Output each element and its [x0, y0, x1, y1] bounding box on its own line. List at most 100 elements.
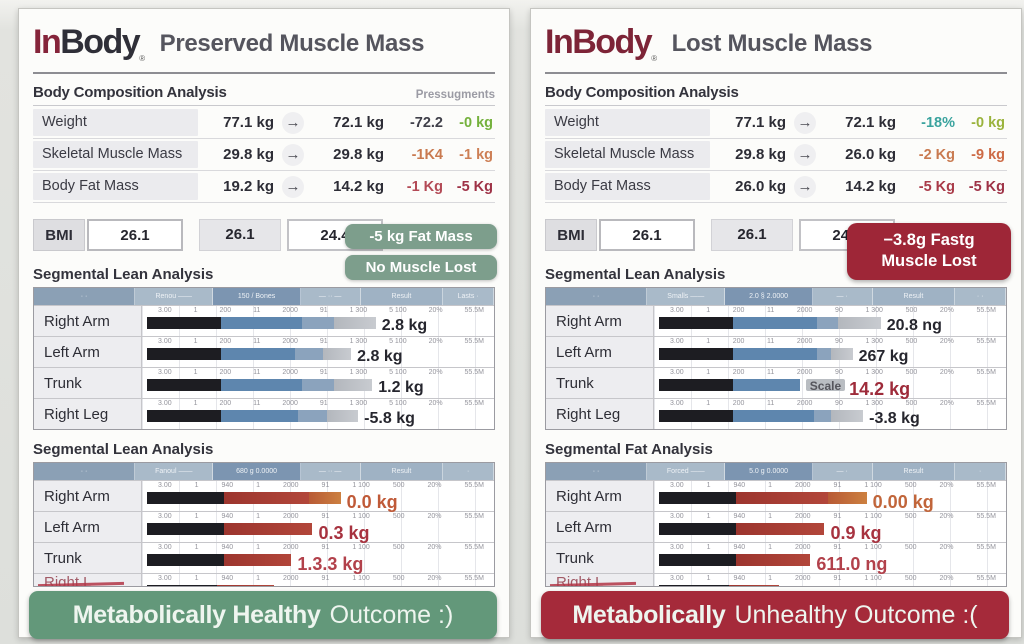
- segment-value: 0.9 kg: [830, 523, 882, 543]
- header-cell: Result: [360, 463, 444, 480]
- header-cell: Result: [360, 288, 444, 305]
- segment-label: Trunk: [546, 368, 654, 398]
- tick-label: 2000: [282, 338, 298, 345]
- header-cell: · ·: [955, 288, 1006, 305]
- segment-value: 1.3.3 kg: [297, 554, 364, 574]
- tick-label: 1: [706, 482, 711, 489]
- segment-bar: 20.8 ng: [659, 317, 1011, 334]
- tick-label: 55.5M: [464, 338, 484, 345]
- tick-label: 1 300: [865, 338, 883, 345]
- tick-label: 20%: [428, 338, 443, 345]
- segment-row: Right L 3.00 1 940 1 2000 91 1 100 500 20% 55.5M: [34, 573, 494, 586]
- bar-segment-blue: [732, 348, 818, 360]
- body-composition-row: Skeletal Muscle Mass 29.8 kg → 26.0 kg -…: [545, 139, 1007, 171]
- segment-value: -5.8 kg: [364, 410, 415, 427]
- bar-segment-blue: [220, 410, 299, 422]
- tick-label: 3.00: [670, 513, 684, 520]
- after-value: 14.2 kg: [333, 178, 384, 195]
- header-cell: Renou ——: [135, 288, 214, 305]
- tick-label: 91: [319, 400, 328, 407]
- tick-label: 1: [194, 482, 199, 489]
- segment-bar: [147, 585, 494, 586]
- bar-segment-black: [147, 348, 221, 360]
- report-header: InBody® Lost Muscle Mass: [545, 19, 1007, 69]
- bar-segment-black: [659, 523, 737, 535]
- segment-row: Right Leg 3.00 1 200 11 2000 91 1 300 5 100 20% 5…: [34, 398, 494, 429]
- change-primary: -5 Kg: [918, 178, 955, 195]
- tick-label: 1: [768, 544, 773, 551]
- segment-row: Left Arm 3.00 1 940 1 2000 91 1 100 500 20% 55.5M…: [34, 511, 494, 543]
- bar-segment-blue: [220, 317, 302, 329]
- tick-label: 91: [319, 307, 328, 314]
- segment-label: Right L: [546, 574, 654, 586]
- segment-row: Right Arm 3.00 1 940 1 2000 91 1 100 500 20% 55.5…: [546, 480, 1006, 512]
- tick-label: 200: [732, 338, 745, 345]
- tick-label: 3.00: [158, 575, 172, 582]
- before-value: 29.8 kg: [735, 146, 786, 163]
- bmi-label: BMI: [545, 219, 597, 251]
- axis-ticks: 3.00 1 200 11 2000 91 1 300 5 100 20% 55.5M: [142, 306, 494, 316]
- header-cell: Result: [872, 288, 956, 305]
- segmental-fat-table: · · Fanoul —— 680 g 0.0000— ·· — Result · Ri…: [33, 462, 495, 587]
- tick-label: 2000: [283, 513, 299, 520]
- section-divider: [33, 105, 495, 106]
- bar-segment-bluegray: [298, 410, 327, 422]
- tick-label: 1: [194, 513, 199, 520]
- tick-label: 11: [253, 307, 261, 314]
- segment-bar: 0.0 kg: [147, 492, 499, 512]
- tick-label: 3.00: [158, 369, 172, 376]
- before-value: 19.2 kg: [223, 178, 274, 195]
- tick-label: 55.5M: [464, 400, 484, 407]
- segment-row: Left Arm 3.00 1 940 1 2000 91 1 100 500 20% 55.5M…: [546, 511, 1006, 543]
- tick-label: 1 100: [864, 544, 882, 551]
- tick-label: 91: [833, 482, 842, 489]
- bmi-value-1: 26.1: [599, 219, 695, 251]
- segment-bar: 0.3 kg: [147, 523, 499, 543]
- segment-label: Trunk: [34, 368, 142, 398]
- segment-table-header: · · Forced —— 5.0 g 0.0000— · Result ·: [546, 463, 1006, 480]
- segment-label: Right Arm: [34, 481, 142, 511]
- outcome-banner: Metabolically Unhealthy Outcome :(: [541, 591, 1009, 639]
- tick-label: 1 300: [865, 369, 883, 376]
- bar-segment-blue: [732, 379, 800, 391]
- tick-label: 55.5M: [464, 513, 484, 520]
- segment-label: Right L: [34, 574, 142, 586]
- change-primary: -18%: [921, 114, 955, 131]
- bar-segment-gray: [831, 348, 853, 360]
- tick-label: 1: [706, 400, 711, 407]
- tick-label: 2000: [796, 307, 813, 314]
- axis-ticks: 3.00 1 940 1 2000 91 1 100 500 20% 55.5M: [654, 512, 1006, 522]
- tick-label: 1 100: [864, 575, 882, 582]
- segment-bar: 1.3.3 kg: [147, 554, 499, 574]
- bar-segment-black: [659, 348, 733, 360]
- tick-label: 200: [732, 307, 745, 314]
- tick-label: 90: [835, 369, 843, 376]
- tick-label: 1: [768, 482, 773, 489]
- segment-bar: [659, 585, 1006, 586]
- segment-label: Left Arm: [34, 337, 142, 367]
- segmental-fat-table: · · Forced —— 5.0 g 0.0000— · Result · Right…: [545, 462, 1007, 587]
- inbody-logo: InBody®: [33, 25, 145, 63]
- muscle-lost-badge-line1: −3.8g Fastg: [883, 231, 975, 249]
- registered-mark: ®: [139, 53, 145, 63]
- tick-label: 2000: [283, 544, 299, 551]
- bar-segment-red: [729, 585, 779, 586]
- segment-label: Trunk: [546, 543, 654, 573]
- bar-segment-black: [147, 317, 221, 329]
- tick-label: 500: [392, 482, 405, 489]
- axis-ticks: 3.00 1 940 1 2000 91 1 100 500 20% 55.5M: [654, 481, 1006, 491]
- axis-ticks: 3.00 1 200 11 2000 90 1 300 500 20% 55.5M: [654, 337, 1006, 347]
- tick-label: 5 100: [389, 307, 407, 314]
- logo-in: In: [545, 23, 574, 62]
- tick-label: 55.5M: [976, 513, 996, 520]
- header-cell: Forced ——: [647, 463, 726, 480]
- tick-label: 20%: [427, 482, 442, 489]
- header-cell: Result: [872, 463, 956, 480]
- tick-label: 20%: [939, 400, 954, 407]
- section-divider: [545, 105, 1007, 106]
- bar-segment-red: [224, 554, 292, 566]
- bar-segment-red: [224, 492, 309, 504]
- tick-label: 200: [219, 369, 232, 376]
- outcome-banner-bold: Metabolically Healthy: [72, 600, 321, 629]
